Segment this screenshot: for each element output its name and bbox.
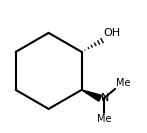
Text: Me: Me: [116, 78, 130, 88]
Text: N: N: [101, 93, 109, 103]
Text: Me: Me: [97, 114, 111, 124]
Polygon shape: [82, 90, 102, 101]
Text: OH: OH: [103, 28, 121, 38]
